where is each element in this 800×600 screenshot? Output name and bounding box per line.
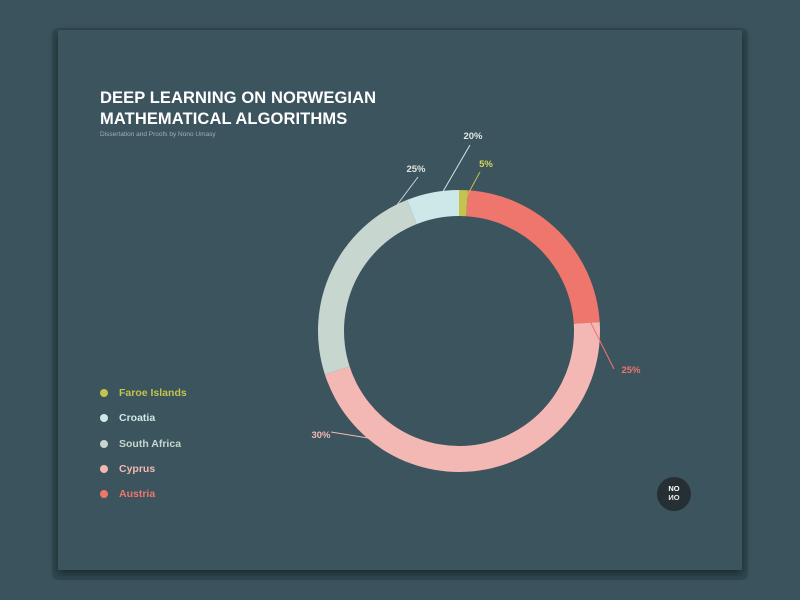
data-label-faroe-islands: 5%: [479, 159, 493, 170]
donut-slice-south-africa: [318, 199, 417, 375]
leader-line-croatia: [434, 144, 471, 206]
legend-label-austria: Austria: [119, 488, 156, 501]
legend-item-south-africa: South Africa: [100, 437, 250, 451]
leader-line-faroe-islands: [462, 171, 481, 204]
chart-title-line-2: MATHEMATICAL ALGORITHMS: [100, 110, 348, 128]
donut-slices: [318, 190, 600, 472]
chart-card: [58, 30, 742, 570]
data-label-south-africa: 25%: [406, 164, 426, 175]
legend-label-south-africa: South Africa: [119, 437, 182, 450]
legend-item-austria: Austria: [100, 487, 250, 501]
data-labels: 5% 25% 30% 25% 20%: [311, 131, 641, 441]
donut-slice-austria: [466, 190, 600, 324]
leader-line-south-africa: [342, 176, 419, 277]
legend-item-faroe-islands: Faroe Islands: [100, 386, 250, 400]
donut-slice-cyprus: [324, 322, 600, 472]
chart-subtitle: Dissertation and Proofs by Nono Umasy: [100, 131, 216, 138]
brand-logo: NO NO: [657, 477, 691, 511]
legend-swatch-faroe-islands: [100, 389, 108, 397]
data-label-croatia: 20%: [463, 131, 483, 142]
legend-item-cyprus: Cyprus: [100, 462, 250, 476]
chart-title: DEEP LEARNING ON NORWEGIAN MATHEMATICAL …: [100, 88, 400, 130]
data-label-austria: 25%: [621, 365, 641, 376]
legend-label-faroe-islands: Faroe Islands: [119, 387, 187, 399]
legend-label-cyprus: Cyprus: [119, 462, 156, 475]
legend-swatch-austria: [100, 490, 108, 499]
legend-label-croatia: Croatia: [119, 412, 156, 425]
chart-legend: Faroe Islands Croatia South Africa Cyprus Au…: [100, 386, 250, 512]
legend-item-croatia: Croatia: [100, 411, 250, 425]
chart-title-line-1: DEEP LEARNING ON NORWEGIAN: [100, 89, 377, 107]
logo-text: NO: [668, 484, 680, 493]
legend-swatch-south-africa: [100, 439, 108, 448]
legend-swatch-cyprus: [100, 464, 108, 473]
leader-line-austria: [549, 240, 615, 370]
data-label-cyprus: 30%: [311, 430, 331, 441]
leader-line-cyprus: [330, 431, 484, 458]
donut-slice-croatia: [407, 190, 459, 225]
leader-lines: [330, 144, 615, 458]
legend-swatch-croatia: [100, 414, 108, 423]
logo-mirror-text: NO: [668, 493, 680, 502]
